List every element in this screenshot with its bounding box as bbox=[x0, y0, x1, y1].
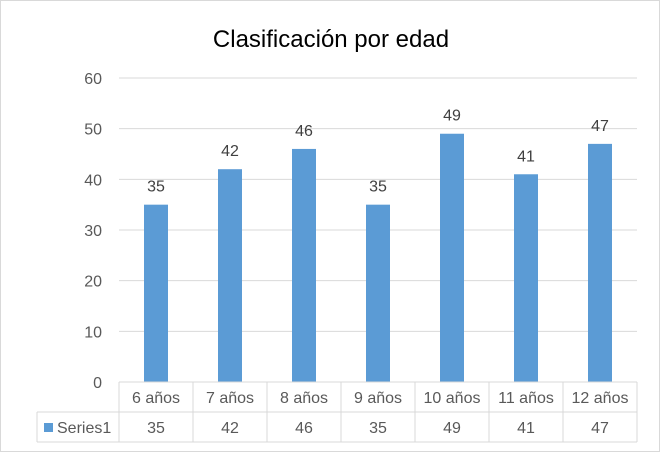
category-label: 9 años bbox=[354, 390, 402, 407]
data-table: 6 años 7 años 8 años 9 años 10 años 11 años 12… bbox=[36, 381, 638, 443]
y-tick-label: 50 bbox=[84, 122, 102, 139]
data-labels: 35 42 46 35 49 41 47 bbox=[147, 108, 609, 196]
y-tick-label: 60 bbox=[84, 71, 102, 88]
table-value-cell: 42 bbox=[221, 420, 239, 437]
table-value-cell: 41 bbox=[517, 420, 535, 437]
chart-title: Clasificación por edad bbox=[213, 26, 449, 53]
category-label: 8 años bbox=[280, 390, 328, 407]
y-tick-label: 0 bbox=[93, 375, 102, 392]
table-value-cell: 49 bbox=[443, 420, 461, 437]
data-label: 41 bbox=[517, 148, 535, 165]
y-tick-label: 30 bbox=[84, 223, 102, 240]
table-value-cell: 47 bbox=[591, 420, 609, 437]
y-tick-label: 10 bbox=[84, 324, 102, 341]
data-label: 42 bbox=[221, 143, 239, 160]
table-value-cell: 46 bbox=[295, 420, 313, 437]
table-value-cell: 35 bbox=[147, 420, 165, 437]
bar-7-años bbox=[218, 169, 242, 382]
bar-12-años bbox=[588, 143, 612, 382]
data-label: 35 bbox=[147, 179, 165, 196]
data-label: 46 bbox=[295, 123, 313, 140]
bar-10-años bbox=[440, 133, 464, 382]
table-value-cell: 35 bbox=[369, 420, 387, 437]
data-label: 35 bbox=[369, 179, 387, 196]
bar-11-años bbox=[514, 174, 538, 382]
y-tick-label: 40 bbox=[84, 172, 102, 189]
y-tick-label: 20 bbox=[84, 274, 102, 291]
legend-swatch bbox=[44, 423, 53, 432]
category-label: 12 años bbox=[572, 390, 629, 407]
data-label: 47 bbox=[591, 118, 609, 135]
bar-9-años bbox=[366, 204, 390, 382]
data-label: 49 bbox=[443, 108, 461, 125]
category-label: 11 años bbox=[498, 390, 554, 407]
category-label: 6 años bbox=[132, 390, 180, 407]
bar-6-años bbox=[144, 204, 168, 382]
category-label: 10 años bbox=[424, 390, 481, 407]
legend-series-name: Series1 bbox=[57, 420, 111, 437]
bar-8-años bbox=[292, 148, 316, 382]
category-label: 7 años bbox=[206, 390, 254, 407]
y-axis-tick-labels: 0 10 20 30 40 50 60 bbox=[84, 71, 102, 392]
bars bbox=[144, 133, 612, 382]
